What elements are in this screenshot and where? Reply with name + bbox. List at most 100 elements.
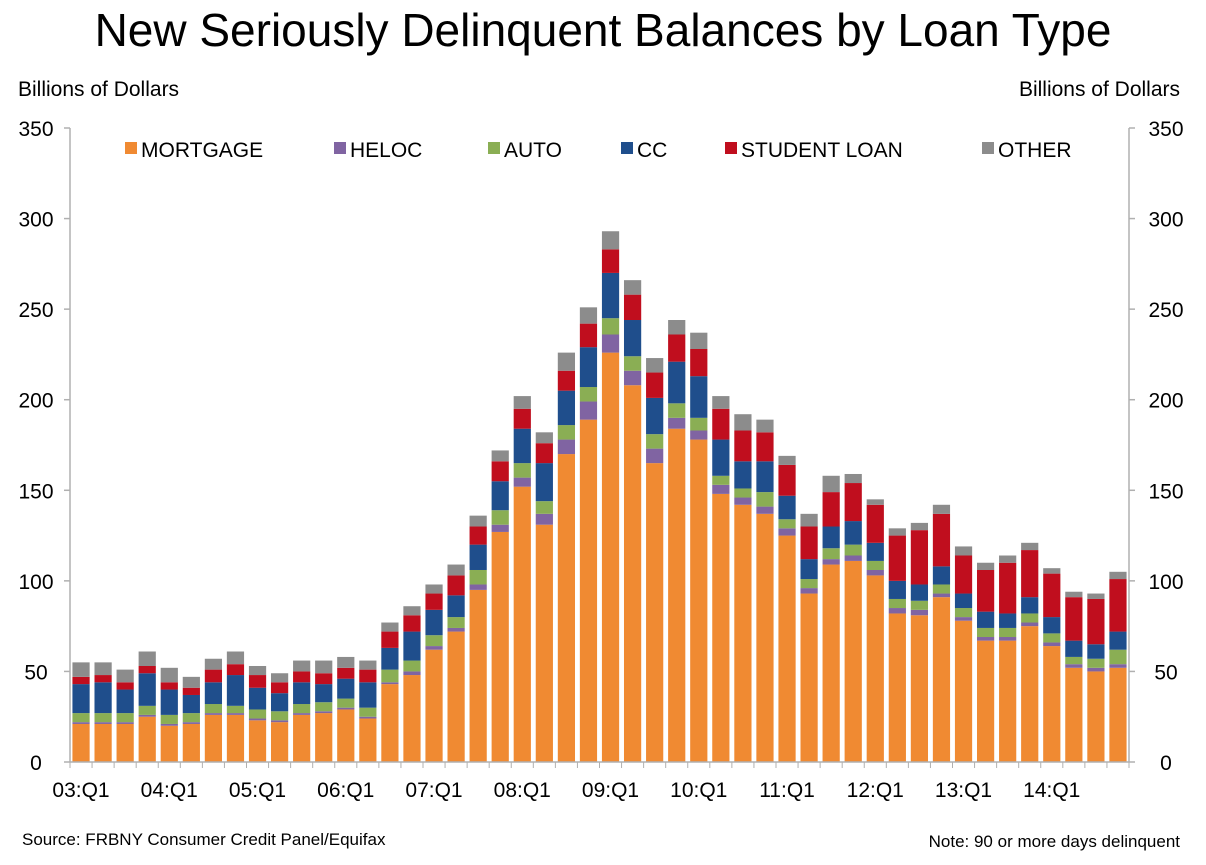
bar-cc-09-q1 bbox=[601, 272, 620, 319]
bar-auto-04-q1 bbox=[160, 714, 178, 724]
bar-cc-12-q3 bbox=[910, 584, 929, 601]
bar-auto-08-q1 bbox=[513, 463, 531, 478]
bar-student-loan-10-q2 bbox=[712, 408, 730, 440]
bar-heloc-13-q1 bbox=[954, 617, 973, 621]
bar-mortgage-03-q1 bbox=[72, 723, 90, 762]
bar-heloc-12-q1 bbox=[866, 569, 884, 576]
bar-mortgage-07-q1 bbox=[425, 649, 443, 762]
bar-student-loan-09-q2 bbox=[623, 294, 642, 321]
legend-swatch-cc bbox=[621, 142, 633, 154]
bar-auto-07-q2 bbox=[447, 617, 465, 628]
bar-cc-07-q3 bbox=[469, 544, 487, 570]
bar-cc-06-q3 bbox=[381, 647, 399, 670]
bar-student-loan-13-q4 bbox=[1021, 550, 1039, 598]
bar-mortgage-04-q1 bbox=[160, 725, 178, 762]
bar-cc-07-q4 bbox=[491, 481, 509, 511]
bar-heloc-09-q3 bbox=[646, 448, 664, 464]
bar-auto-14-q4 bbox=[1109, 649, 1127, 665]
bar-other-04-q3 bbox=[204, 658, 223, 670]
bar-other-14-q3 bbox=[1087, 593, 1105, 599]
bar-cc-13-q2 bbox=[976, 611, 995, 628]
bar-auto-10-q2 bbox=[712, 475, 730, 485]
bar-mortgage-11-q2 bbox=[800, 593, 818, 762]
bar-heloc-14-q2 bbox=[1065, 664, 1083, 668]
bar-auto-06-q4 bbox=[403, 660, 421, 672]
bar-other-13-q3 bbox=[999, 555, 1017, 563]
bar-other-03-q4 bbox=[138, 651, 156, 666]
bar-mortgage-10-q1 bbox=[690, 439, 708, 762]
bar-other-11-q1 bbox=[778, 455, 796, 465]
bar-heloc-13-q2 bbox=[976, 637, 995, 641]
y-tick-label-right: 100 bbox=[1148, 571, 1183, 594]
bar-other-12-q3 bbox=[910, 522, 929, 531]
chart-title: New Seriously Delinquent Balances by Loa… bbox=[94, 4, 1112, 56]
bar-mortgage-11-q1 bbox=[778, 535, 796, 762]
bar-heloc-13-q4 bbox=[1021, 622, 1039, 627]
bar-mortgage-07-q4 bbox=[491, 531, 509, 762]
bar-student-loan-05-q1 bbox=[248, 675, 267, 688]
bar-auto-13-q3 bbox=[999, 627, 1017, 638]
x-tick-label: 09:Q1 bbox=[582, 779, 639, 802]
y-tick-label-left: 50 bbox=[24, 661, 47, 684]
x-tick-label: 06:Q1 bbox=[317, 779, 374, 802]
bar-heloc-05-q3 bbox=[293, 713, 311, 715]
bar-auto-12-q4 bbox=[932, 584, 951, 594]
bar-cc-06-q1 bbox=[337, 678, 355, 699]
bar-mortgage-13-q4 bbox=[1021, 626, 1039, 762]
y-tick-label-left: 300 bbox=[18, 209, 53, 232]
bar-heloc-04-q2 bbox=[182, 722, 200, 724]
legend-label-student-loan: STUDENT LOAN bbox=[741, 139, 903, 162]
bar-heloc-12-q3 bbox=[910, 609, 929, 616]
bar-heloc-04-q3 bbox=[204, 713, 223, 715]
bar-auto-03-q2 bbox=[94, 713, 112, 723]
bar-other-09-q2 bbox=[623, 280, 642, 295]
bar-auto-09-q1 bbox=[601, 318, 620, 335]
bars-group bbox=[72, 231, 1127, 762]
bar-other-14-q4 bbox=[1109, 571, 1127, 580]
bar-heloc-07-q4 bbox=[491, 524, 509, 532]
bar-student-loan-04-q3 bbox=[204, 669, 223, 683]
bar-cc-11-q4 bbox=[844, 521, 862, 545]
bar-auto-05-q4 bbox=[315, 702, 333, 712]
bar-heloc-11-q3 bbox=[822, 559, 840, 565]
bar-auto-11-q3 bbox=[822, 548, 840, 560]
bar-mortgage-08-q1 bbox=[513, 486, 531, 762]
bar-mortgage-06-q2 bbox=[359, 718, 377, 762]
bar-student-loan-06-q4 bbox=[403, 615, 421, 632]
bar-mortgage-11-q3 bbox=[822, 564, 840, 762]
bar-heloc-04-q4 bbox=[226, 713, 245, 715]
bar-other-10-q2 bbox=[712, 396, 730, 409]
bar-heloc-08-q3 bbox=[557, 439, 576, 455]
bar-student-loan-10-q3 bbox=[734, 430, 752, 462]
bar-other-10-q3 bbox=[734, 414, 752, 431]
bar-heloc-06-q4 bbox=[403, 671, 421, 676]
bar-auto-03-q3 bbox=[116, 713, 134, 723]
bar-mortgage-14-q4 bbox=[1109, 667, 1127, 762]
x-tick-label: 11:Q1 bbox=[759, 779, 815, 802]
bar-student-loan-14-q4 bbox=[1109, 579, 1127, 632]
bar-mortgage-13-q1 bbox=[954, 620, 973, 762]
legend-label-heloc: HELOC bbox=[350, 139, 422, 162]
bar-other-04-q4 bbox=[226, 651, 245, 665]
bar-other-03-q1 bbox=[72, 662, 90, 677]
bar-cc-13-q4 bbox=[1021, 597, 1039, 614]
bar-heloc-13-q3 bbox=[999, 637, 1017, 641]
bar-other-13-q4 bbox=[1021, 542, 1039, 551]
bar-mortgage-05-q1 bbox=[248, 720, 267, 762]
bar-heloc-05-q4 bbox=[315, 711, 333, 714]
bar-mortgage-13-q3 bbox=[999, 640, 1017, 762]
bar-other-05-q3 bbox=[293, 660, 311, 672]
y-tick-label-left: 150 bbox=[18, 480, 53, 503]
bar-other-07-q2 bbox=[447, 564, 465, 576]
bar-student-loan-13-q1 bbox=[954, 555, 973, 594]
bar-other-06-q4 bbox=[403, 606, 421, 616]
bar-auto-12-q1 bbox=[866, 560, 884, 570]
bar-other-05-q2 bbox=[270, 673, 289, 683]
bar-student-loan-13-q2 bbox=[976, 569, 995, 612]
bar-cc-05-q4 bbox=[315, 684, 333, 703]
bar-auto-07-q4 bbox=[491, 510, 509, 525]
bar-heloc-09-q1 bbox=[601, 334, 620, 353]
bar-auto-03-q4 bbox=[138, 705, 156, 715]
x-tick-label: 05:Q1 bbox=[229, 779, 286, 802]
